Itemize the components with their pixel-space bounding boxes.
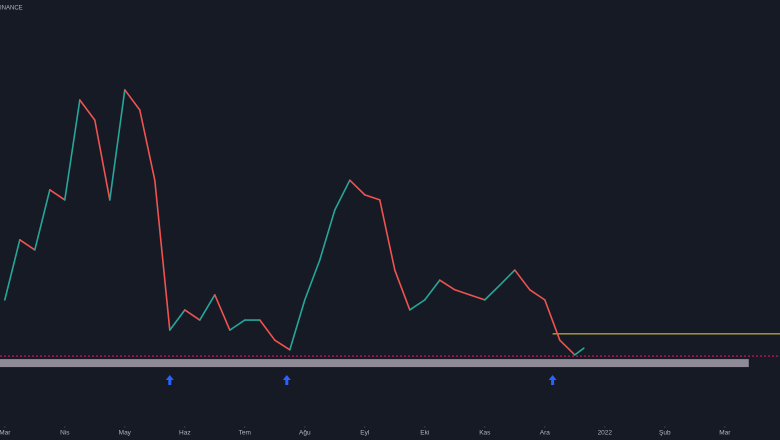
price-segment [348,179,366,196]
x-tick-label: Ağu [299,430,311,437]
up-arrow [282,375,291,385]
x-tick-label: Eyl [360,430,370,437]
price-segment [573,347,585,356]
x-tick-label: Şub [659,430,671,437]
price-segment [318,209,336,261]
price-segment [528,288,546,301]
price-segment [18,239,36,251]
price-segment [423,279,441,301]
price-segment [184,309,201,321]
price-segment [513,269,531,291]
price-segment [483,284,501,301]
price-segment [199,294,216,321]
price-segment [154,179,171,331]
price-segment [558,339,576,356]
price-segment [4,239,21,301]
price-segment [258,319,276,342]
price-segment [214,294,231,331]
x-tick-label: Haz [179,430,191,437]
price-segment [378,199,396,271]
x-tick-label: Mar [0,430,11,437]
price-segment [48,189,66,201]
x-tick-label: Tem [239,430,251,437]
price-segment [169,309,186,331]
x-tick-label: May [119,430,132,437]
up-arrow [548,375,557,385]
price-segment [408,299,426,311]
price-segment [288,299,306,351]
price-segment [468,294,486,301]
x-tick-label: Nis [60,430,70,437]
price-segment [139,109,156,181]
price-segment [438,279,456,291]
x-tick-label: Kas [479,430,491,437]
support-zone [0,359,749,368]
source-label: INANCE [0,6,23,12]
price-segment [543,299,561,342]
x-tick-label: Mar [719,430,731,437]
x-tick-label: Eki [420,430,429,437]
price-segment [229,319,246,331]
price-segment [363,194,381,201]
x-tick-label: 2022 [598,430,613,437]
price-segment [79,99,96,121]
price-segment [333,179,351,211]
price-segment [94,119,111,201]
price-segment [303,259,321,301]
price-segment [273,339,291,351]
up-arrow [165,375,174,385]
price-segment [109,89,126,201]
price-segment [498,269,516,286]
price-segment [33,189,51,251]
price-segment [393,269,411,311]
price-segment [453,288,471,296]
price-segment [64,99,81,201]
x-tick-label: Ara [540,430,551,437]
price-segment [124,89,141,111]
